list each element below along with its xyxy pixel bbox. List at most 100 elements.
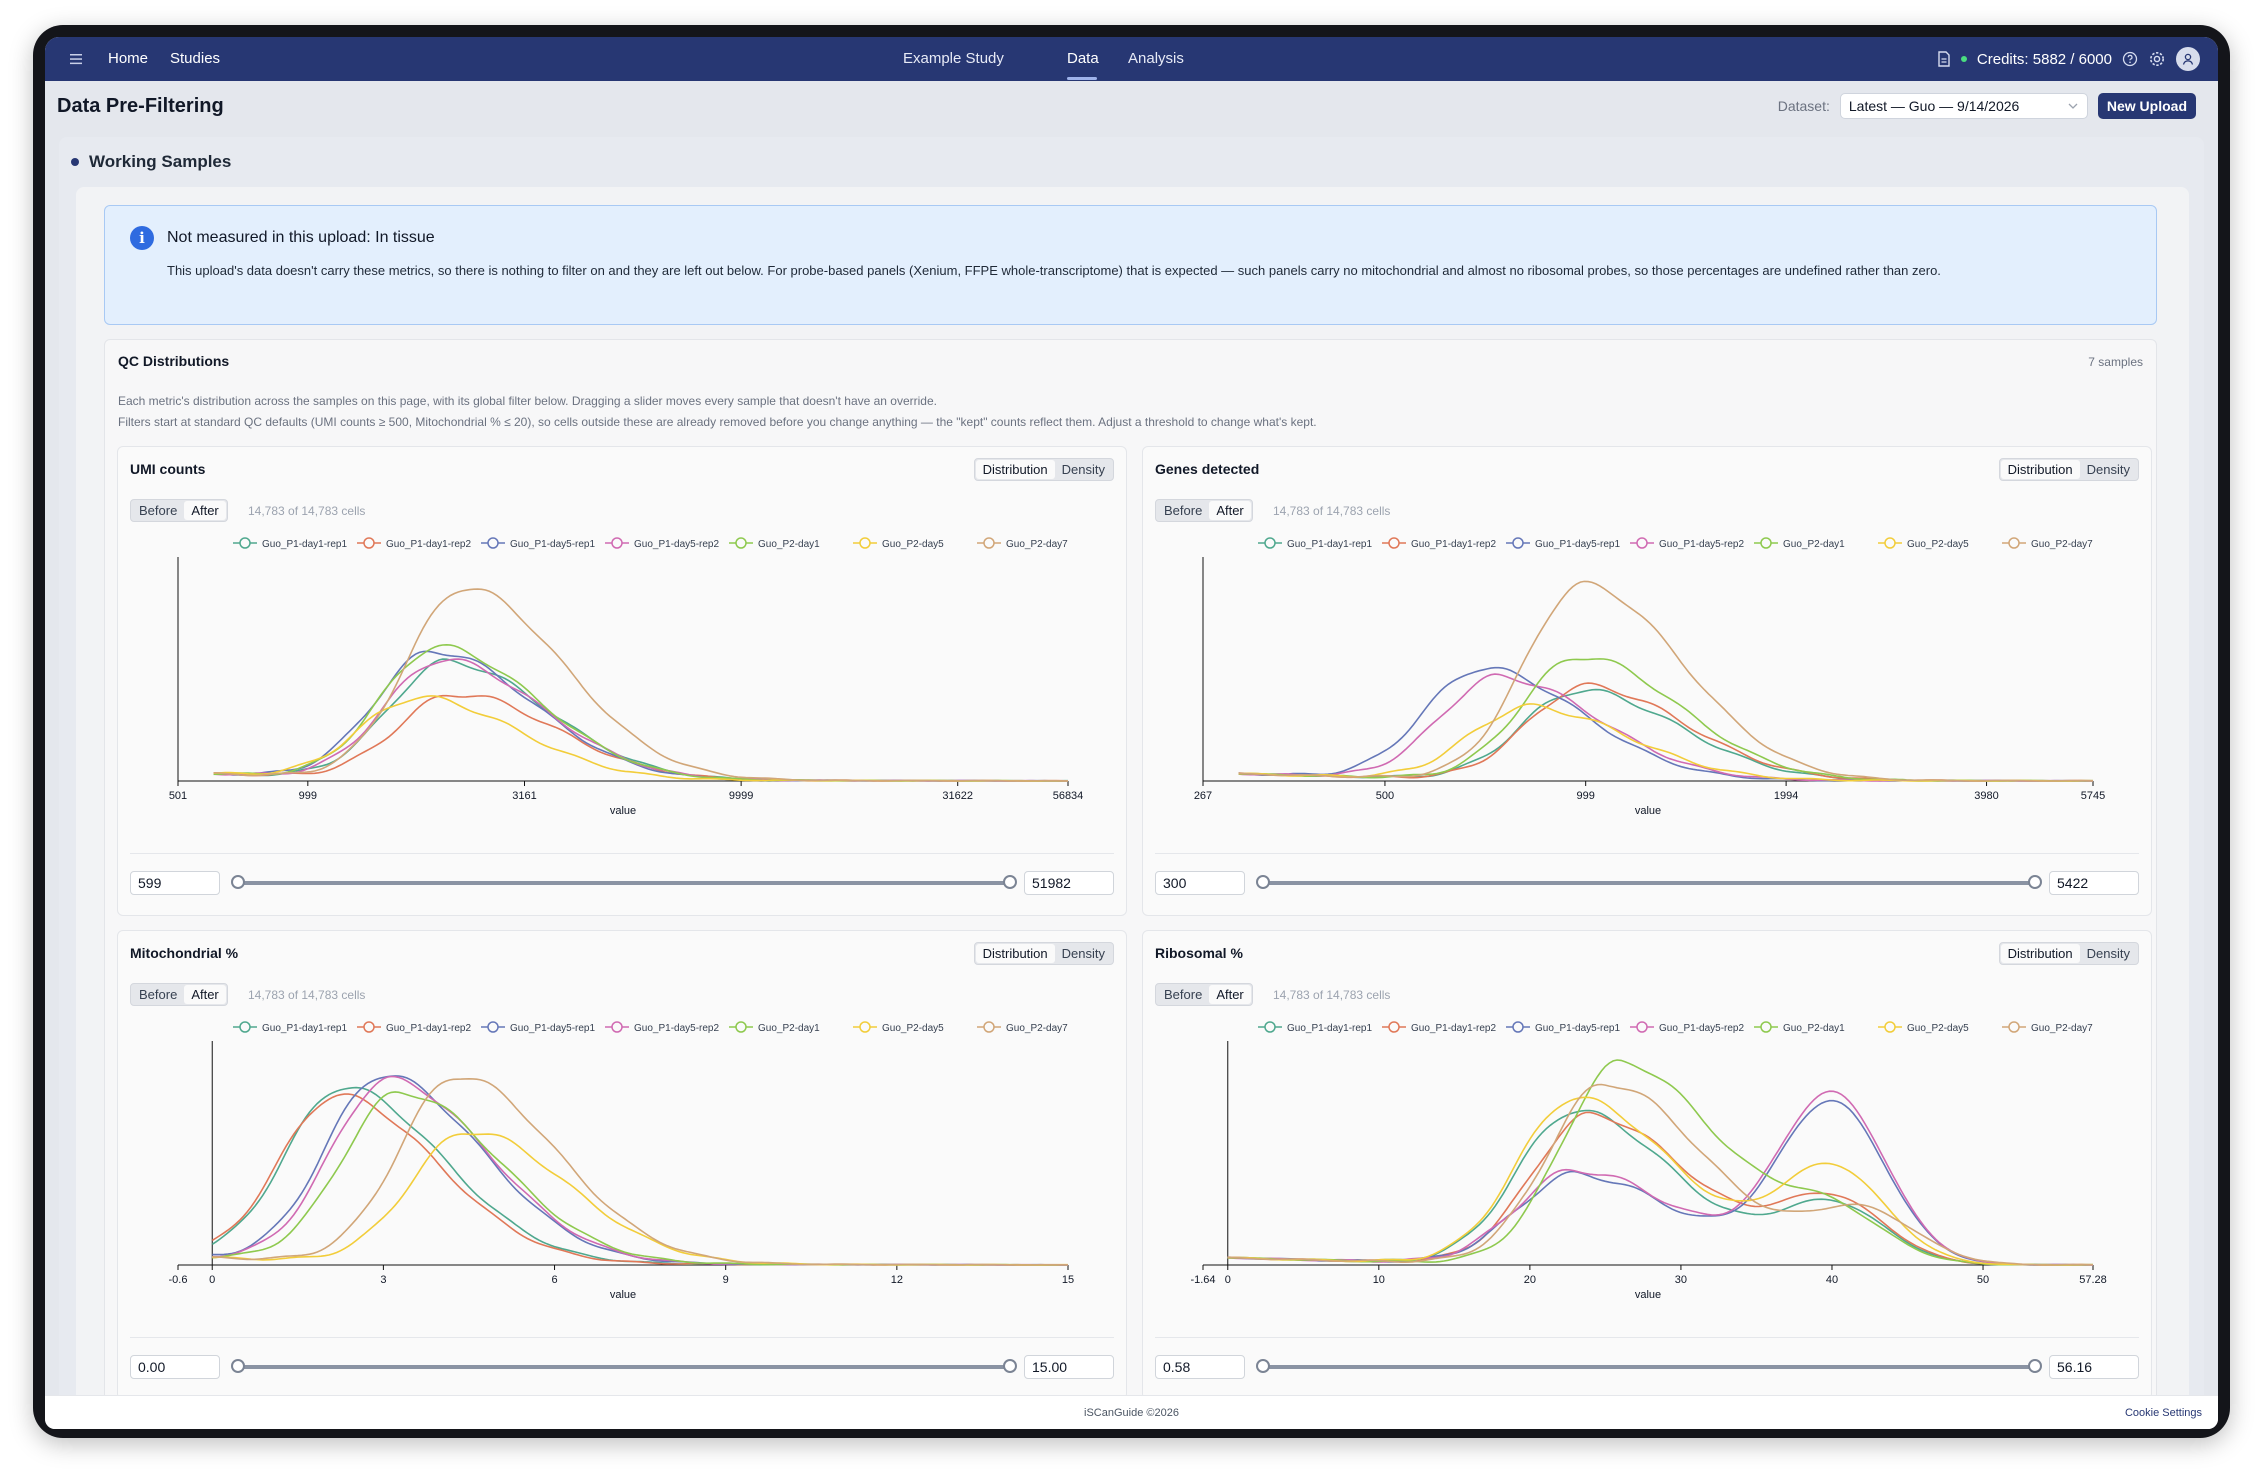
legend-item[interactable]: Guo_P1-day5-rep1 xyxy=(1506,537,1620,550)
after-toggle[interactable]: After xyxy=(1209,985,1251,1004)
legend-item[interactable]: Guo_P2-day7 xyxy=(2002,537,2093,550)
density-toggle[interactable]: Density xyxy=(1061,946,1105,961)
avatar[interactable] xyxy=(2176,47,2200,71)
x-tick-label: 9999 xyxy=(729,790,753,802)
legend-item[interactable]: Guo_P1-day5-rep2 xyxy=(1630,537,1744,550)
new-upload-button[interactable]: New Upload xyxy=(2097,93,2196,119)
divider xyxy=(130,853,1114,854)
menu-icon[interactable] xyxy=(67,50,85,68)
slider-max-thumb[interactable] xyxy=(1003,875,1017,889)
density-toggle[interactable]: Density xyxy=(1061,462,1105,477)
legend-item[interactable]: Guo_P2-day1 xyxy=(1754,537,1845,550)
legend-item[interactable]: Guo_P2-day7 xyxy=(977,1021,1068,1034)
qc-card-umi: UMI counts Distribution Density Before After… xyxy=(117,446,1127,916)
chart-legend: Guo_P1-day1-rep1 Guo_P1-day1-rep2 Guo_P1-d… xyxy=(1258,537,2093,550)
after-toggle[interactable]: After xyxy=(1209,501,1251,520)
slider-min-thumb[interactable] xyxy=(231,875,245,889)
before-toggle[interactable]: Before xyxy=(1164,987,1203,1002)
before-toggle[interactable]: Before xyxy=(1164,503,1203,518)
dataset-select[interactable]: Latest — Guo — 9/14/2026 xyxy=(1839,93,2088,119)
legend-item[interactable]: Guo_P1-day5-rep2 xyxy=(605,1021,719,1034)
before-toggle[interactable]: Before xyxy=(139,987,178,1002)
slider-min-thumb[interactable] xyxy=(1256,875,1270,889)
x-tick-label: 0 xyxy=(1225,1274,1231,1286)
tab-example-study[interactable]: Example Study xyxy=(903,50,1004,67)
qc-card-mito: Mitochondrial % Distribution Density Before… xyxy=(117,930,1127,1400)
legend-item[interactable]: Guo_P2-day1 xyxy=(729,537,820,550)
x-tick-label: 999 xyxy=(299,790,317,802)
legend-item[interactable]: Guo_P2-day1 xyxy=(729,1021,820,1034)
legend-item[interactable]: Guo_P1-day1-rep2 xyxy=(1382,1021,1496,1034)
density-line xyxy=(1227,1090,2093,1266)
legend-item[interactable]: Guo_P2-day5 xyxy=(853,1021,944,1034)
legend-item[interactable]: Guo_P1-day1-rep2 xyxy=(1382,537,1496,550)
legend-item[interactable]: Guo_P1-day1-rep2 xyxy=(357,537,471,550)
legend-item[interactable]: Guo_P1-day1-rep1 xyxy=(233,537,347,550)
filter-max-input[interactable]: 56.16 xyxy=(2049,1355,2139,1379)
after-toggle[interactable]: After xyxy=(184,985,226,1004)
nav-home[interactable]: Home xyxy=(108,50,149,67)
distribution-toggle[interactable]: Distribution xyxy=(975,944,1055,963)
filter-min-input[interactable]: 300 xyxy=(1155,871,1245,895)
legend-marker xyxy=(1264,1021,1276,1033)
legend-item[interactable]: Guo_P1-day5-rep2 xyxy=(605,537,719,550)
legend-item[interactable]: Guo_P1-day1-rep2 xyxy=(357,1021,471,1034)
density-line xyxy=(212,1133,1068,1266)
tab-data[interactable]: Data xyxy=(1067,50,1099,67)
slider-max-thumb[interactable] xyxy=(1003,1359,1017,1373)
distribution-toggle[interactable]: Distribution xyxy=(2000,944,2080,963)
legend-item[interactable]: Guo_P1-day5-rep2 xyxy=(1630,1021,1744,1034)
help-icon[interactable] xyxy=(2122,51,2138,67)
slider-min-thumb[interactable] xyxy=(1256,1359,1270,1373)
filter-max-input[interactable]: 5422 xyxy=(2049,871,2139,895)
filter-min-input[interactable]: 0.58 xyxy=(1155,1355,1245,1379)
legend-item[interactable]: Guo_P1-day1-rep1 xyxy=(233,1021,347,1034)
tab-analysis[interactable]: Analysis xyxy=(1128,50,1184,67)
nav-studies[interactable]: Studies xyxy=(170,50,221,67)
distribution-toggle[interactable]: Distribution xyxy=(975,460,1055,479)
density-toggle[interactable]: Density xyxy=(2086,462,2130,477)
legend-item[interactable]: Guo_P2-day7 xyxy=(977,537,1068,550)
credits-label: Credits: 5882 / 6000 xyxy=(1976,50,2112,68)
legend-item[interactable]: Guo_P2-day5 xyxy=(1878,537,1969,550)
document-icon[interactable] xyxy=(1937,51,1951,67)
status-dot xyxy=(1960,56,1967,62)
filter-max-input[interactable]: 15.00 xyxy=(1024,1355,1114,1379)
legend-label: Guo_P1-day1-rep2 xyxy=(1411,539,1496,550)
filter-min-input[interactable]: 599 xyxy=(130,871,220,895)
slider-min-thumb[interactable] xyxy=(231,1359,245,1373)
legend-item[interactable]: Guo_P1-day5-rep1 xyxy=(481,1021,595,1034)
divider xyxy=(1155,853,2139,854)
page-title: Data Pre-Filtering xyxy=(57,95,224,117)
distribution-toggle[interactable]: Distribution xyxy=(2000,460,2080,479)
density-line xyxy=(1227,1099,2093,1266)
legend-item[interactable]: Guo_P1-day1-rep1 xyxy=(1258,537,1372,550)
legend-item[interactable]: Guo_P1-day5-rep1 xyxy=(1506,1021,1620,1034)
legend-item[interactable]: Guo_P2-day5 xyxy=(1878,1021,1969,1034)
filter-min-input[interactable]: 0.00 xyxy=(130,1355,220,1379)
range-slider[interactable] xyxy=(231,875,1017,891)
filter-max-input[interactable]: 51982 xyxy=(1024,871,1114,895)
before-after-toggle: Before After xyxy=(130,499,228,522)
before-toggle[interactable]: Before xyxy=(139,503,178,518)
slider-max-thumb[interactable] xyxy=(2028,1359,2042,1373)
qc-distributions-panel: QC Distributions 7 samples Each metric's… xyxy=(104,339,2157,1429)
density-chart: Guo_P1-day1-rep1 Guo_P1-day1-rep2 Guo_P1-d… xyxy=(1194,537,2105,817)
legend-item[interactable]: Guo_P2-day5 xyxy=(853,537,944,550)
range-slider[interactable] xyxy=(1256,1359,2042,1375)
cookie-settings-link[interactable]: Cookie Settings xyxy=(2124,1407,2202,1419)
gear-icon[interactable] xyxy=(2148,50,2166,68)
working-samples-header[interactable]: Working Samples xyxy=(71,152,231,172)
x-tick-label: 12 xyxy=(891,1274,903,1286)
legend-label: Guo_P2-day5 xyxy=(882,539,944,550)
range-slider[interactable] xyxy=(1256,875,2042,891)
legend-item[interactable]: Guo_P1-day5-rep1 xyxy=(481,537,595,550)
slider-max-thumb[interactable] xyxy=(2028,875,2042,889)
legend-item[interactable]: Guo_P2-day1 xyxy=(1754,1021,1845,1034)
legend-item[interactable]: Guo_P1-day1-rep1 xyxy=(1258,1021,1372,1034)
after-toggle[interactable]: After xyxy=(184,501,226,520)
range-slider[interactable] xyxy=(231,1359,1017,1375)
kept-count: 14,783 of 14,783 cells xyxy=(1273,504,1391,518)
legend-item[interactable]: Guo_P2-day7 xyxy=(2002,1021,2093,1034)
density-toggle[interactable]: Density xyxy=(2086,946,2130,961)
